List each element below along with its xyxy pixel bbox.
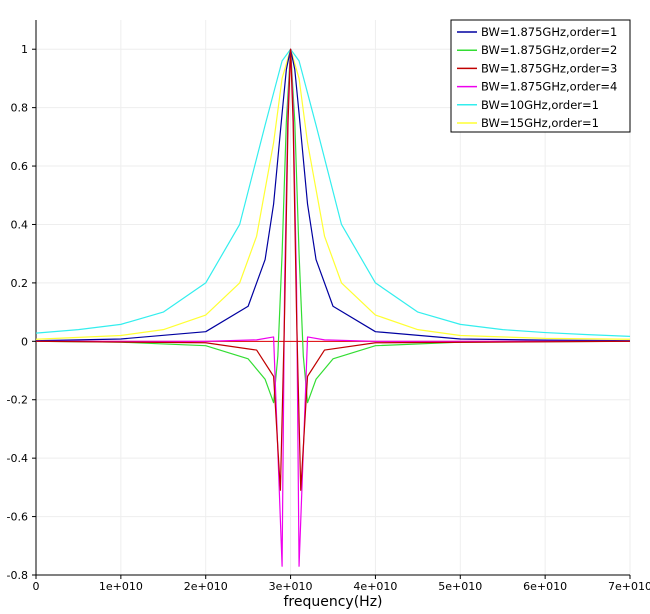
x-axis-label: frequency(Hz): [283, 594, 382, 610]
x-ticks: 0 1e+010 2e+010 3e+010 4e+010 5e+010 6e+010 7e+…: [33, 575, 650, 593]
series-line-5: [35, 48, 631, 337]
y-tick-label: -0.8: [7, 569, 28, 582]
x-tick-label: 1e+010: [99, 580, 143, 593]
legend-label: BW=1.875GHz,order=4: [481, 80, 617, 94]
x-tick-label: 7e+010: [608, 580, 650, 593]
y-tick-label: 1: [21, 43, 28, 56]
y-tick-label: -0.6: [7, 511, 28, 524]
legend: BW=1.875GHz,order=1 BW=1.875GHz,order=2 BW…: [450, 19, 631, 133]
legend-box: [450, 19, 631, 133]
x-tick-label: 5e+010: [438, 580, 482, 593]
series-line-1: [35, 48, 631, 342]
legend-label: BW=1.875GHz,order=1: [481, 25, 617, 39]
y-tick-label: -0.4: [7, 452, 28, 465]
y-ticks: -0.8 -0.6 -0.4 -0.2 0 0.2 0.4 0.6 0.8 1: [7, 43, 36, 582]
legend-label: BW=1.875GHz,order=2: [481, 43, 617, 57]
y-tick-label: 0.4: [11, 218, 29, 231]
y-tick-label: 0: [21, 335, 28, 348]
y-tick-label: -0.2: [7, 394, 28, 407]
x-tick-label: 3e+010: [269, 580, 313, 593]
axes: [35, 20, 630, 576]
series-lines: [35, 48, 631, 567]
x-tick-label: 2e+010: [184, 580, 228, 593]
legend-label: BW=1.875GHz,order=3: [481, 61, 617, 75]
x-tick-label: 0: [33, 580, 40, 593]
y-tick-label: 0.6: [11, 160, 29, 173]
x-tick-label: 6e+010: [523, 580, 567, 593]
y-tick-label: 0.8: [11, 102, 29, 115]
series-line-3: [35, 48, 631, 491]
x-tick-label: 4e+010: [353, 580, 397, 593]
series-line-6: [35, 48, 631, 340]
legend-label: BW=10GHz,order=1: [481, 98, 599, 112]
y-tick-label: 0.2: [11, 277, 29, 290]
legend-label: BW=15GHz,order=1: [481, 116, 599, 130]
